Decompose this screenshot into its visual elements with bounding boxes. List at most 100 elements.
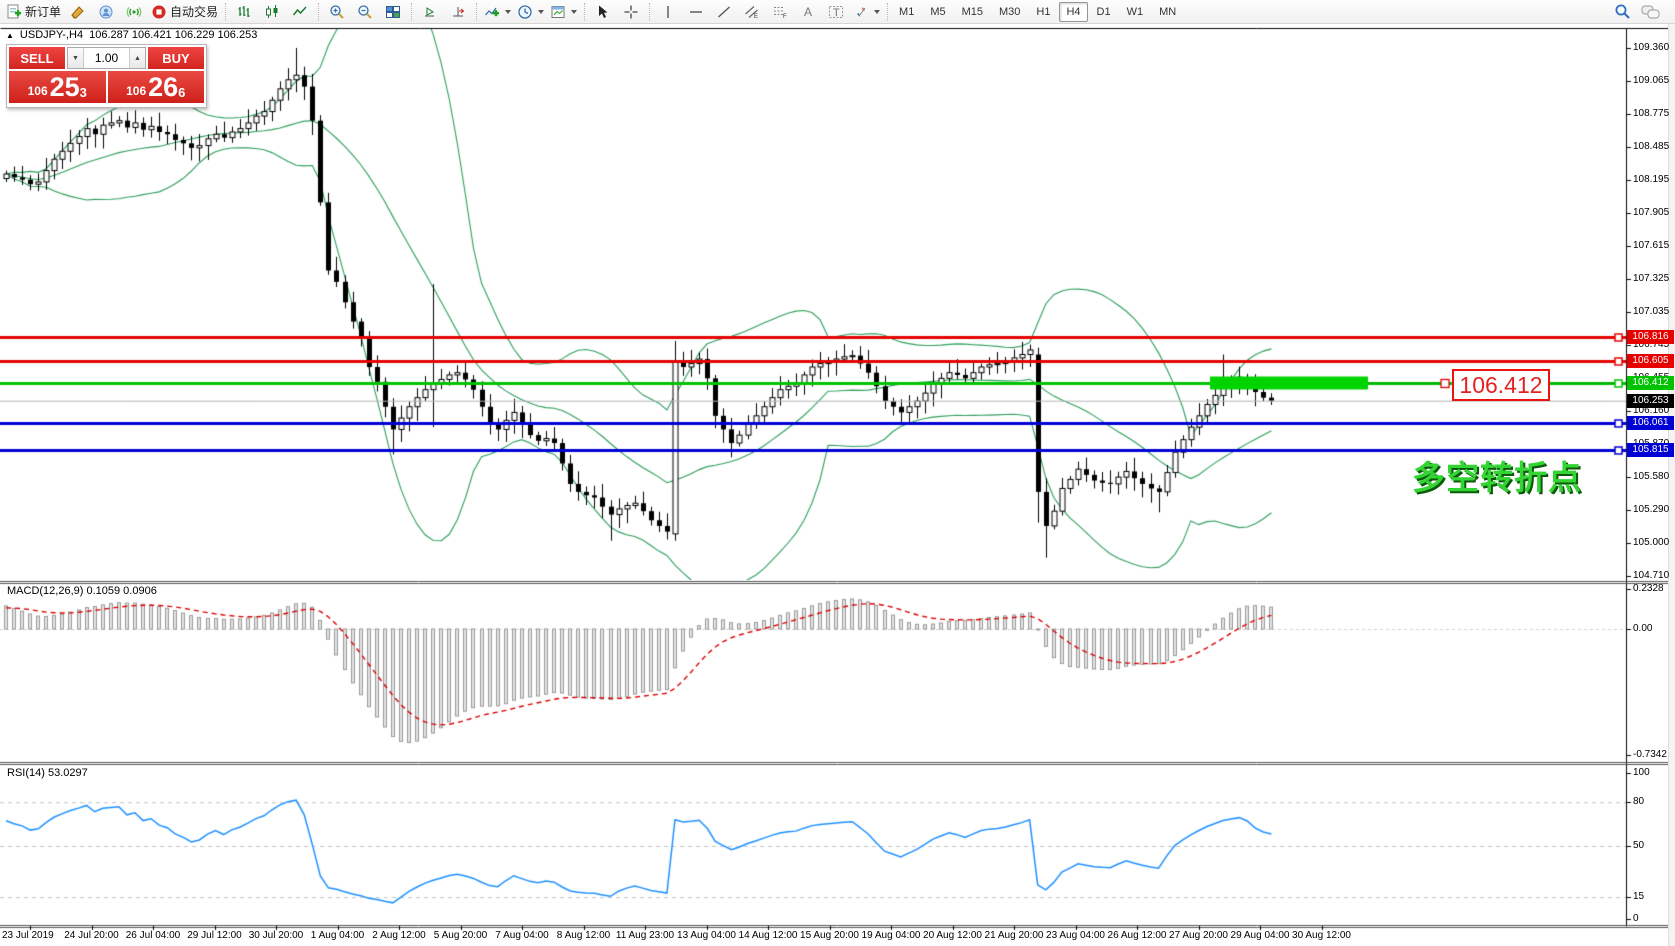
text-button[interactable]: A (794, 0, 822, 23)
price-tick-label: 105.580 (1633, 471, 1670, 483)
indicators-button[interactable] (481, 0, 514, 23)
time-tick-label: 29 Jul 12:00 (187, 930, 242, 941)
horizontal-line-button[interactable] (682, 0, 710, 23)
zoom-out-button[interactable] (351, 0, 379, 23)
text-label-button[interactable]: T (822, 0, 850, 23)
cursor-icon (599, 5, 608, 18)
text-a-icon: A (804, 5, 812, 19)
timeframe-M30[interactable]: M30 (999, 5, 1021, 18)
search-icon[interactable] (1614, 3, 1631, 20)
tile-windows-button[interactable] (379, 0, 407, 23)
level-price-badge: 106.412 (1627, 375, 1674, 390)
dropdown-caret (538, 9, 545, 14)
signals-button[interactable] (120, 0, 148, 23)
time-tick-label: 20 Aug 12:00 (923, 930, 982, 941)
price-tick-label: 108.485 (1633, 141, 1670, 153)
auto-scroll-icon (425, 6, 435, 16)
collapse-arrow-icon[interactable]: ▲ (6, 30, 14, 40)
publish-button[interactable] (92, 0, 120, 23)
time-tick-label: 5 Aug 20:00 (433, 930, 488, 941)
crayon-button[interactable] (64, 0, 92, 23)
fibonacci-icon: F (774, 6, 787, 20)
price-tick-label: 107.615 (1633, 240, 1670, 252)
macd-label: MACD(12,26,9) 0.1059 0.0906 (7, 585, 157, 597)
trendline-button[interactable] (710, 0, 738, 23)
timeframe-H4[interactable]: H4 (1059, 1, 1088, 22)
buy-price-sup: 6 (178, 85, 186, 100)
timeframe-M5[interactable]: M5 (930, 5, 946, 18)
timeframe-MN[interactable]: MN (1159, 5, 1177, 18)
zoom-in-button[interactable] (323, 0, 351, 23)
price-tick-label: 106.160 (1633, 405, 1670, 417)
volume-value[interactable]: 1.00 (94, 51, 119, 65)
crosshair-button[interactable] (617, 0, 645, 23)
timeframe-M1[interactable]: M1 (899, 5, 915, 18)
candlestick-button[interactable] (258, 0, 286, 23)
toolbar: 新订单 自动交易 (0, 0, 1675, 24)
indicators-icon (485, 7, 500, 16)
timeframe-D1[interactable]: D1 (1096, 5, 1111, 18)
fibonacci-button[interactable]: F (766, 0, 794, 23)
time-tick-label: 1 Aug 04:00 (310, 930, 365, 941)
arrows-button[interactable] (850, 0, 883, 23)
new-order-button[interactable]: 新订单 (3, 0, 64, 23)
time-tick-label: 23 Jul 2019 (2, 930, 54, 941)
volume-up-button[interactable]: ▲ (129, 48, 145, 68)
timeframe-group: M1 M5 M15 M30 H1 H4 D1 W1 MN (892, 1, 1183, 22)
channel-button[interactable]: E (738, 0, 766, 23)
time-tick-label: 19 Aug 04:00 (861, 930, 921, 941)
timeframe-M15[interactable]: M15 (961, 5, 983, 18)
toolbar-separator (887, 2, 889, 21)
timeframe-H1[interactable]: H1 (1036, 5, 1051, 18)
buy-button[interactable]: BUY (148, 47, 204, 69)
level-price-badge: 105.815 (1627, 443, 1674, 458)
auto-scroll-button[interactable] (416, 0, 444, 23)
vertical-line-button[interactable] (654, 0, 682, 23)
buy-price-big: 26 (148, 72, 179, 102)
chart-ohlc-values: 106.287 106.421 106.229 106.253 (89, 29, 258, 41)
level-price-badge: 106.816 (1627, 329, 1674, 344)
price-tick-label: 104.710 (1633, 569, 1670, 581)
bar-chart-button[interactable] (230, 0, 258, 23)
chart-symbol-title: USDJPY-,H4 (19, 29, 84, 41)
publish-icon (99, 5, 113, 18)
line-chart-button[interactable] (286, 0, 314, 23)
buy-price-tile[interactable]: 106 26 6 (107, 71, 204, 103)
macd-tick-label: -0.7342 (1633, 749, 1667, 761)
price-callout-box[interactable]: 106.412 (1452, 369, 1550, 401)
chat-icon[interactable] (1641, 4, 1661, 20)
chart-shift-button[interactable] (444, 0, 472, 23)
sell-price-tile[interactable]: 106 25 3 (9, 71, 106, 103)
svg-text:A: A (804, 5, 812, 19)
timeframe-W1[interactable]: W1 (1126, 5, 1144, 18)
time-tick-label: 23 Aug 04:00 (1046, 930, 1105, 941)
macd-tick-label: 0.2328 (1633, 583, 1664, 595)
templates-button[interactable] (547, 0, 580, 23)
svg-text:T: T (833, 7, 840, 19)
dropdown-caret (505, 9, 512, 14)
chart-title-row: ▲ USDJPY-,H4 106.287 106.421 106.229 106… (6, 29, 257, 41)
periods-button[interactable] (514, 0, 547, 23)
sell-button[interactable]: SELL (9, 47, 65, 69)
rsi-tick-label: 15 (1633, 891, 1645, 903)
turning-point-annotation[interactable]: 多空转折点 (1412, 459, 1582, 496)
vertical-line-icon (667, 5, 669, 18)
arrow-objects-icon (857, 6, 866, 17)
time-tick-label: 27 Aug 20:00 (1169, 930, 1228, 941)
time-tick-label: 13 Aug 04:00 (677, 930, 736, 941)
crayon-icon (71, 5, 84, 19)
rsi-label: RSI(14) 53.0297 (7, 767, 88, 779)
price-tick-label: 108.195 (1633, 174, 1670, 186)
autotrading-button[interactable]: 自动交易 (148, 0, 221, 23)
toolbar-separator (225, 2, 227, 21)
toolbar-separator (476, 2, 478, 21)
rsi-tick-label: 50 (1633, 840, 1645, 851)
time-tick-label: 26 Aug 12:00 (1107, 930, 1167, 941)
volume-down-button[interactable]: ▼ (68, 48, 84, 68)
cursor-button[interactable] (589, 0, 617, 23)
svg-text:E: E (754, 14, 758, 20)
time-tick-label: 29 Aug 04:00 (1230, 930, 1290, 941)
text-label-icon: T (829, 5, 844, 19)
